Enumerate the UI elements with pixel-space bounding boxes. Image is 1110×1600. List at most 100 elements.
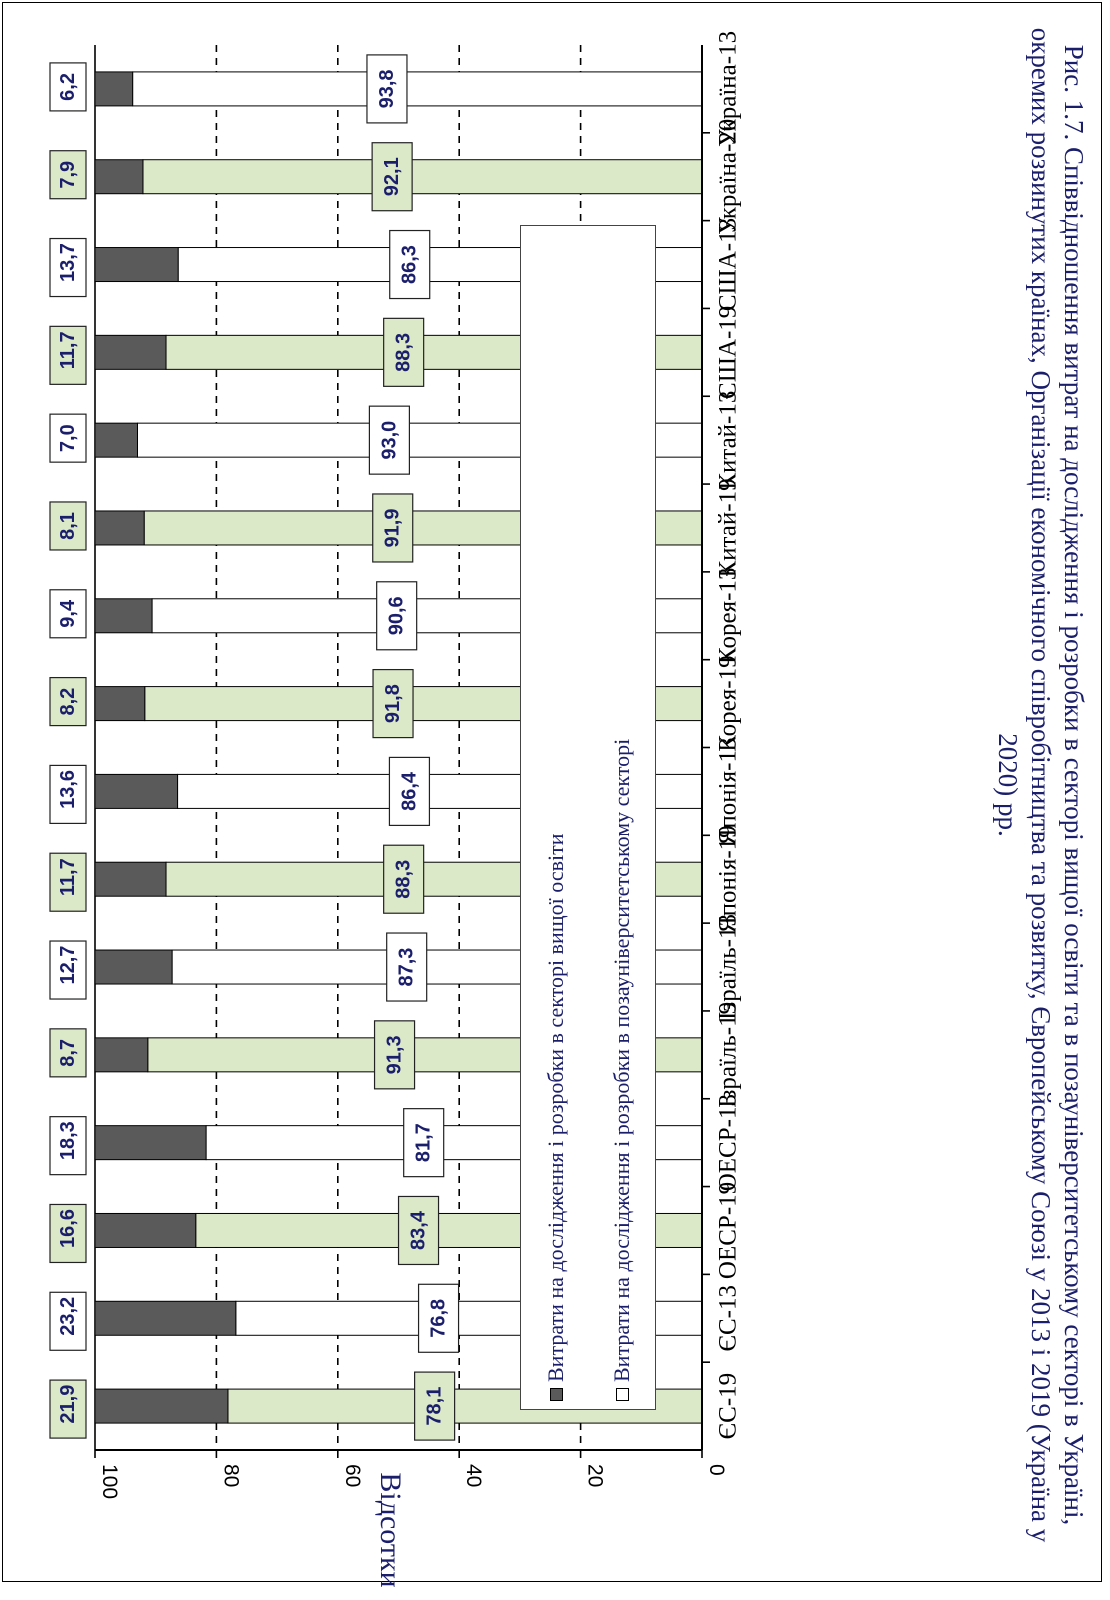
category-label: ЄС-19: [715, 1373, 742, 1440]
data-label-higher-education: 11,7: [49, 325, 87, 385]
legend-swatch-light: [615, 1388, 629, 1401]
bar-segment-higher-education: [94, 1212, 197, 1248]
data-label-higher-education: 13,6: [49, 764, 87, 825]
data-label-text: 91,3: [384, 1035, 406, 1074]
data-label-text: 86,3: [399, 245, 421, 284]
data-label-text: 83,4: [408, 1210, 430, 1250]
value-tick-label: 80: [219, 1464, 242, 1487]
data-label-non-university: 92,1: [371, 142, 413, 212]
data-label-text: 13,7: [57, 243, 79, 282]
bar-segment-higher-education: [94, 598, 153, 634]
data-label-higher-education: 8,2: [49, 676, 87, 727]
data-label-box: [383, 844, 425, 914]
figure-caption-text: Рис. 1.7. Співвідношення витрат на дослі…: [993, 27, 1089, 1543]
data-label-box: [49, 1379, 87, 1439]
data-label-text: 87,3: [396, 948, 418, 987]
data-label-box: [397, 1195, 440, 1266]
data-label-higher-education: 8,7: [49, 1028, 87, 1078]
data-label-box: [49, 589, 87, 639]
data-label-box: [49, 676, 87, 727]
data-label-box: [373, 1020, 416, 1090]
category-label: ОЕСР-19: [715, 1182, 742, 1279]
data-label-non-university: 91,9: [372, 493, 414, 563]
data-label-non-university: 83,4: [397, 1195, 440, 1266]
value-tick-label: 0: [705, 1464, 728, 1476]
data-label-non-university: 88,3: [383, 844, 425, 914]
axes: 0 20 40 60 80 100: [94, 45, 728, 1499]
data-label-box: [371, 142, 413, 212]
data-label-text: 7,0: [57, 424, 79, 452]
value-tick-label: 40: [462, 1464, 485, 1487]
data-label-box: [49, 764, 87, 825]
bar-segment-higher-education: [94, 1300, 237, 1336]
legend-label-non-university: Витрати на дослідження і розробки в поза…: [609, 738, 634, 1382]
data-label-higher-education: 13,7: [49, 237, 87, 298]
data-label-box: [372, 493, 414, 563]
bar-segment-higher-education: [94, 334, 167, 370]
value-tick-label: 60: [341, 1464, 364, 1487]
data-label-non-university: 86,3: [389, 229, 431, 300]
data-label-non-university: 90,6: [376, 581, 418, 651]
data-label-non-university: 91,3: [373, 1020, 416, 1090]
category-label: Японія-13: [715, 738, 742, 846]
data-label-box: [386, 932, 428, 1002]
bar-segment-higher-education: [94, 1125, 207, 1161]
data-label-higher-education: 12,7: [49, 940, 87, 1000]
data-label-non-university: 93,8: [366, 54, 408, 124]
bar-segment-higher-education: [94, 686, 146, 722]
bar-segment-higher-education: [94, 1037, 149, 1073]
data-label-text: 11,7: [57, 331, 79, 369]
category-label: Китай-19: [715, 478, 742, 577]
data-label-text: 88,3: [393, 860, 415, 899]
category-label: ОЕСР-13: [715, 1094, 742, 1191]
data-label-box: [49, 1291, 87, 1351]
data-label-text: 93,0: [378, 421, 400, 460]
data-label-text: 9,4: [57, 599, 79, 628]
data-label-text: 92,1: [381, 157, 403, 196]
data-label-box: [49, 940, 87, 1000]
data-label-box: [49, 1028, 87, 1078]
data-label-non-university: 87,3: [386, 932, 428, 1002]
category-label: Україна-13: [715, 31, 742, 147]
figure-caption: Рис. 1.7. Співвідношення витрат на дослі…: [991, 20, 1090, 1550]
bar-segment-higher-education: [94, 510, 145, 546]
data-label-text: 18,3: [57, 1121, 79, 1160]
data-label-higher-education: 11,7: [49, 852, 87, 912]
value-tick-label: 20: [584, 1464, 607, 1487]
data-label-text: 8,7: [57, 1039, 79, 1067]
data-label-non-university: 88,3: [383, 317, 425, 387]
bar-segment-higher-education: [94, 422, 138, 458]
data-label-box: [372, 668, 414, 739]
category-label: Ізраїль-19: [715, 1002, 742, 1108]
bar-segment-higher-education: [94, 247, 179, 283]
data-labels: Україна-13 6,2 93,8 Україна-20 7,9 92,1 США-13…: [49, 31, 742, 1441]
category-label: Китай-13: [715, 391, 742, 490]
data-label-box: [403, 1108, 445, 1178]
legend: Витрати на дослідження і розробки в сект…: [520, 225, 656, 1410]
data-label-non-university: 91,8: [372, 668, 414, 739]
bar-segment-higher-education: [94, 71, 134, 107]
data-label-box: [49, 325, 87, 385]
data-label-higher-education: 6,2: [49, 62, 87, 112]
data-label-box: [49, 1116, 87, 1176]
category-label: Японія-19: [715, 825, 742, 933]
data-label-text: 8,1: [57, 512, 79, 540]
data-label-text: 78,1: [424, 1387, 446, 1426]
bar-segment-non-university: [142, 159, 703, 195]
data-label-text: 16,6: [57, 1209, 79, 1248]
data-label-box: [368, 405, 410, 475]
data-label-text: 12,7: [57, 946, 79, 985]
data-label-non-university: 93,0: [368, 405, 410, 475]
legend-swatch-dark: [549, 1388, 563, 1401]
data-label-higher-education: 7,9: [49, 150, 87, 200]
category-label: Корея-13: [715, 568, 742, 664]
data-label-text: 6,2: [57, 73, 79, 101]
data-label-text: 88,3: [393, 333, 415, 372]
data-label-text: 81,7: [413, 1123, 435, 1162]
data-label-text: 13,6: [57, 770, 79, 809]
data-label-text: 11,7: [57, 858, 79, 896]
data-label-higher-education: 23,2: [49, 1291, 87, 1351]
bar-segment-non-university: [132, 71, 703, 107]
data-label-text: 93,8: [376, 69, 398, 108]
